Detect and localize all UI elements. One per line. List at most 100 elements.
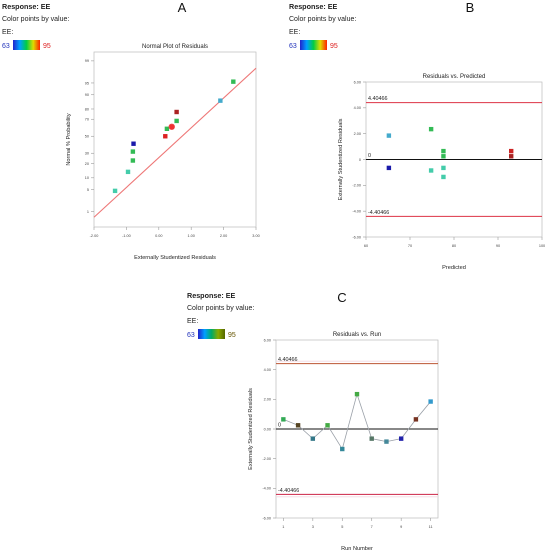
legend-color-bar bbox=[13, 40, 40, 50]
x-axis-label: Predicted bbox=[442, 265, 466, 271]
data-point bbox=[441, 165, 446, 171]
x-tick-label: 11 bbox=[429, 525, 433, 529]
legend-color-by-label: Color points by value: bbox=[289, 16, 356, 23]
legend-min-value: 63 bbox=[289, 43, 297, 50]
data-point-highlight bbox=[168, 123, 175, 130]
y-tick-label: 4.00 bbox=[354, 106, 361, 110]
data-point bbox=[413, 417, 419, 422]
limit-line-label: -4.40466 bbox=[368, 210, 389, 216]
data-point bbox=[295, 423, 301, 428]
y-tick-label: -6.00 bbox=[262, 516, 271, 520]
x-tick-label: 5 bbox=[341, 525, 343, 529]
legend-response-label: Response: EE bbox=[2, 2, 51, 11]
legend-variable-label: EE: bbox=[2, 29, 13, 36]
limit-line-label: 4.40466 bbox=[278, 357, 298, 363]
data-point bbox=[130, 149, 136, 154]
y-tick-label: -6.00 bbox=[352, 235, 361, 239]
data-point bbox=[441, 148, 446, 154]
legend-response-label: Response: EE bbox=[187, 291, 236, 300]
reference-line bbox=[93, 67, 257, 218]
chart-title: Residuals vs. Run bbox=[333, 332, 381, 338]
x-tick-label: 3.00 bbox=[252, 234, 259, 238]
data-point bbox=[386, 165, 392, 171]
zero-line-label: 0 bbox=[368, 153, 371, 159]
data-point bbox=[386, 133, 392, 138]
y-tick-label: 30 bbox=[85, 152, 89, 156]
legend-max-value: 95 bbox=[330, 43, 338, 50]
y-tick-label: 2.00 bbox=[264, 398, 271, 402]
x-tick-label: 90 bbox=[496, 244, 500, 248]
legend-max-value: 95 bbox=[228, 332, 236, 339]
x-tick-label: 80 bbox=[452, 244, 456, 248]
legend-color-bar bbox=[300, 40, 327, 50]
x-tick-label: -2.00 bbox=[90, 234, 99, 238]
x-tick-label: -1.00 bbox=[122, 234, 131, 238]
data-point bbox=[310, 436, 316, 441]
y-tick-label: 4.00 bbox=[264, 368, 271, 372]
chart-panel-c: C Residuals vs. Run Run Number Externally S… bbox=[248, 290, 439, 550]
y-tick-label: -2.00 bbox=[262, 457, 271, 461]
y-tick-label: 10 bbox=[85, 176, 89, 180]
legend-variable-label: EE: bbox=[289, 29, 300, 36]
y-tick-label: 95 bbox=[85, 81, 89, 85]
y-tick-label: 6.00 bbox=[264, 338, 271, 342]
data-point bbox=[131, 141, 136, 146]
chart-title: Normal Plot of Residuals bbox=[142, 44, 208, 50]
legend-color-by-label: Color points by value: bbox=[187, 305, 254, 312]
legend-color-by-label: Color points by value: bbox=[2, 16, 69, 23]
data-point bbox=[441, 154, 446, 159]
limit-line-label: 4.40466 bbox=[368, 96, 388, 102]
data-point bbox=[164, 126, 170, 132]
color-legend: Response: EE Color points by value: EE: 63 9… bbox=[289, 2, 356, 50]
panel-letter: A bbox=[178, 0, 187, 15]
data-point bbox=[231, 79, 236, 84]
data-point bbox=[325, 423, 330, 428]
plot-area bbox=[93, 51, 257, 228]
color-legend: Response: EE Color points by value: EE: 63 9… bbox=[187, 291, 254, 339]
y-tick-label: -2.00 bbox=[352, 184, 361, 188]
legend-variable-label: EE: bbox=[187, 318, 198, 325]
x-tick-label: 2.00 bbox=[220, 234, 227, 238]
color-legend: Response: EE Color points by value: EE: 63 9… bbox=[2, 2, 69, 50]
data-point bbox=[340, 446, 345, 452]
y-axis-label: Externally Studentized Residuals bbox=[338, 118, 344, 200]
y-tick-label: 5 bbox=[87, 188, 89, 192]
x-axis-label: Run Number bbox=[341, 546, 373, 550]
data-point bbox=[398, 436, 404, 441]
data-point bbox=[174, 109, 179, 115]
legend-min-value: 63 bbox=[2, 43, 10, 50]
legend-max-value: 95 bbox=[43, 43, 51, 50]
x-tick-label: 1 bbox=[282, 525, 284, 529]
y-tick-label: -4.00 bbox=[262, 487, 271, 491]
chart-title: Residuals vs. Predicted bbox=[423, 74, 486, 80]
chart-panel-a: A Normal Plot of Residuals Externally Stud… bbox=[66, 0, 260, 261]
y-tick-label: 0.00 bbox=[264, 427, 271, 431]
panel-letter: C bbox=[337, 290, 346, 305]
x-tick-label: 60 bbox=[364, 244, 368, 248]
data-point bbox=[428, 126, 434, 132]
data-point bbox=[130, 158, 136, 163]
data-point bbox=[354, 391, 360, 397]
data-point bbox=[174, 118, 179, 124]
data-point bbox=[384, 439, 389, 444]
data-point bbox=[428, 168, 434, 173]
x-tick-label: 100 bbox=[539, 244, 545, 248]
y-tick-label: 80 bbox=[85, 107, 89, 111]
data-point bbox=[428, 399, 433, 404]
x-axis-label: Externally Studentized Residuals bbox=[134, 255, 216, 261]
y-tick-label: 0 bbox=[359, 158, 361, 162]
legend-color-bar bbox=[198, 329, 225, 339]
data-point bbox=[125, 169, 131, 175]
y-tick-label: 50 bbox=[85, 135, 89, 139]
data-point bbox=[441, 174, 446, 180]
data-point bbox=[509, 154, 514, 159]
y-tick-label: 6.00 bbox=[354, 80, 361, 84]
legend-response-label: Response: EE bbox=[289, 2, 338, 11]
x-tick-label: 0.00 bbox=[155, 234, 162, 238]
x-tick-label: 7 bbox=[371, 525, 373, 529]
limit-line-label: -4.40466 bbox=[278, 488, 299, 494]
data-point bbox=[112, 188, 118, 194]
y-tick-label: 2.00 bbox=[354, 132, 361, 136]
y-tick-label: 20 bbox=[85, 162, 89, 166]
x-tick-label: 9 bbox=[400, 525, 402, 529]
